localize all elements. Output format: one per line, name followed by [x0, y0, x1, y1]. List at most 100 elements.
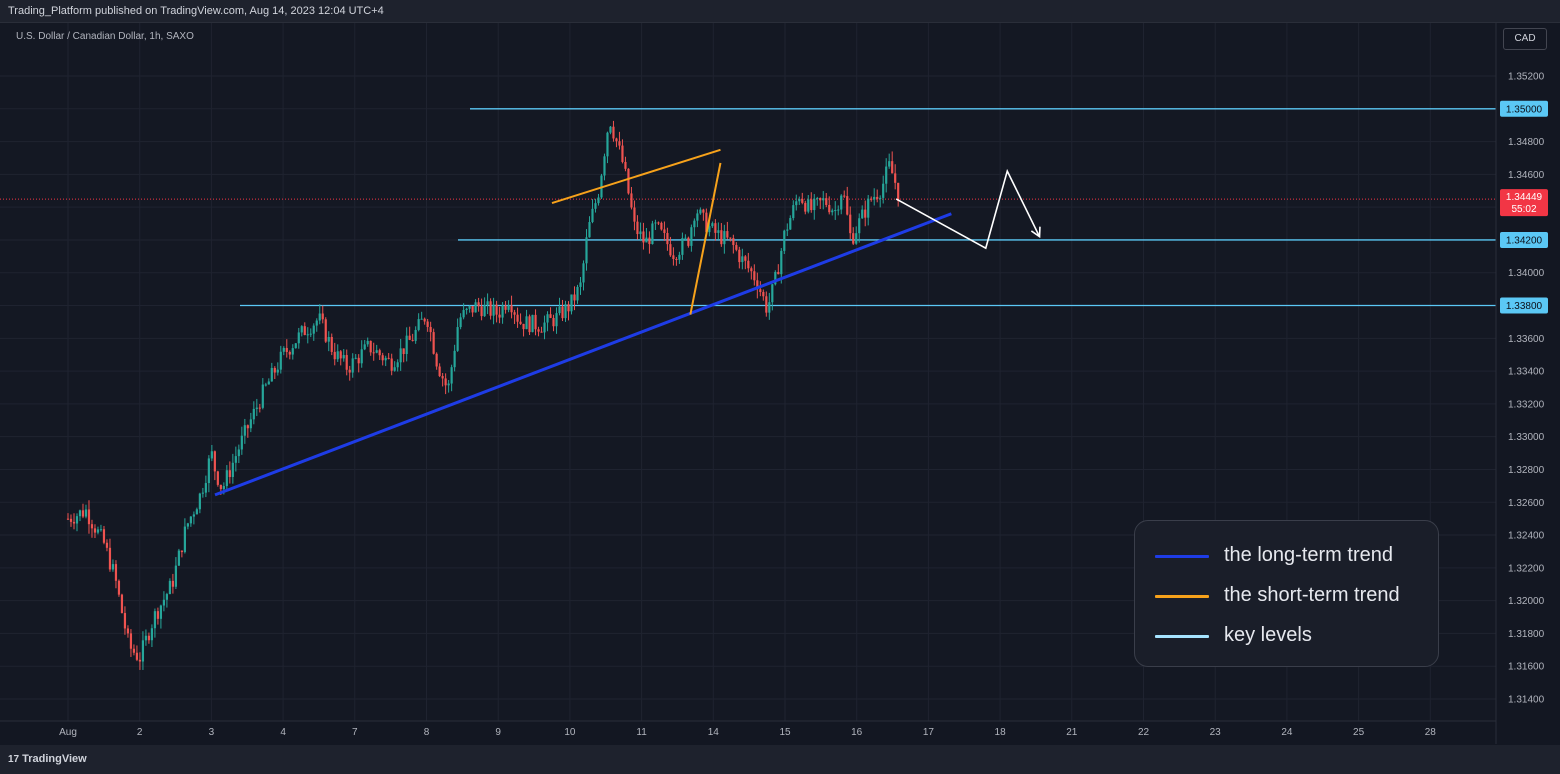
candle-body	[717, 230, 720, 233]
candle-body	[441, 376, 444, 379]
candle-body	[363, 344, 366, 350]
candle-body	[369, 340, 372, 353]
candle-body	[90, 524, 94, 529]
candle-body	[147, 635, 151, 641]
candle-body	[180, 550, 183, 553]
candle-body	[273, 367, 276, 373]
price-axis[interactable]: 1.31400 1.31600 1.31800 1.32000 1.32200 1.324…	[1495, 23, 1560, 744]
candle-body	[279, 351, 282, 370]
candle-body	[381, 355, 384, 361]
price-tick-label: 1.32800	[1508, 465, 1545, 476]
candle-body	[579, 282, 582, 287]
time-tick-label: 17	[923, 727, 935, 738]
candle-body	[609, 126, 612, 133]
candle-body	[891, 161, 894, 174]
time-tick-label: 24	[1281, 727, 1293, 738]
price-chart[interactable]: Aug 2 3 4 7 8 9 10 11 14 15 16 17 18 21 22 23 24 25 28 1.31…	[0, 23, 1560, 744]
legend-label-short-term: the short-term trend	[1224, 584, 1400, 606]
price-tick-label: 1.32600	[1508, 498, 1545, 509]
candle-body	[123, 613, 127, 629]
candle-body	[498, 314, 501, 318]
candle-body	[450, 367, 453, 384]
candle-body	[375, 350, 378, 353]
candle-body	[111, 564, 115, 570]
candle-body	[204, 483, 207, 493]
candle-body	[174, 565, 177, 587]
candle-body	[321, 313, 324, 320]
candle-body	[402, 348, 405, 355]
candle-body	[819, 198, 822, 201]
candle-body	[885, 166, 888, 184]
candle-body	[552, 317, 555, 327]
candle-body	[792, 205, 795, 219]
price-axis-background	[1496, 23, 1560, 744]
candle-body	[75, 516, 79, 524]
candle-body	[387, 357, 390, 359]
legend: the long-term trend the short-term trend…	[1134, 520, 1439, 667]
candle-body	[348, 369, 351, 373]
tradingview-logo[interactable]: 17 TradingView	[8, 753, 87, 765]
candle-body	[636, 221, 639, 235]
price-tick-label: 1.31800	[1508, 629, 1545, 640]
candle-body	[162, 599, 166, 606]
candle-body	[315, 320, 318, 326]
candle-body	[702, 209, 705, 213]
candle-body	[405, 335, 408, 355]
candle-body	[729, 237, 732, 239]
candle-body	[837, 209, 840, 211]
candle-body	[276, 369, 279, 373]
candle-body	[96, 529, 100, 533]
candle-body	[468, 306, 471, 309]
candle-body	[225, 470, 228, 487]
key-level-label-bg	[1500, 100, 1548, 117]
candle-body	[732, 238, 735, 246]
candle-body	[360, 349, 363, 364]
candle-body	[393, 367, 396, 371]
legend-swatch-long-term	[1155, 555, 1209, 558]
time-axis[interactable]: Aug 2 3 4 7 8 9 10 11 14 15 16 17 18 21 22 23 24 25 28	[0, 720, 1496, 744]
candle-body	[333, 351, 336, 360]
price-tick-label: 1.33200	[1508, 399, 1545, 410]
time-tick-label: 28	[1425, 727, 1437, 738]
tradingview-logo-text: TradingView	[22, 753, 87, 765]
chart-area[interactable]: U.S. Dollar / Canadian Dollar, 1h, SAXO …	[0, 23, 1560, 744]
candle-body	[624, 161, 627, 169]
candle-body	[384, 357, 387, 361]
currency-button[interactable]: CAD	[1503, 28, 1547, 50]
candle-body	[594, 203, 597, 209]
time-tick-label: 3	[209, 727, 215, 738]
candle-body	[129, 633, 133, 649]
candle-body	[648, 237, 651, 245]
candle-body	[459, 317, 462, 328]
candle-body	[453, 350, 456, 368]
candle-body	[588, 222, 591, 238]
long-term-trend-line	[214, 212, 952, 497]
candle-body	[138, 659, 142, 662]
candle-body	[768, 302, 771, 313]
candle-body	[840, 195, 843, 210]
candle-body	[309, 333, 312, 335]
candle-body	[651, 223, 654, 245]
candle-body	[810, 199, 813, 211]
time-tick-label: 10	[564, 727, 576, 738]
candle-body	[825, 198, 828, 205]
candle-body	[828, 204, 831, 213]
candle-body	[288, 351, 291, 355]
candle-body	[798, 198, 801, 202]
candle-body	[84, 509, 88, 517]
current-price-label: 1.34449	[1506, 192, 1543, 203]
candle-body	[357, 357, 360, 364]
candle-body	[597, 197, 600, 204]
candle-body	[318, 313, 321, 321]
legend-label-long-term: the long-term trend	[1224, 544, 1393, 566]
candle-body	[354, 357, 357, 359]
candle-body	[558, 306, 561, 314]
candle-body	[804, 202, 807, 212]
candle-body	[426, 321, 429, 327]
candle-body	[303, 326, 306, 335]
candle-body	[561, 306, 564, 319]
candle-body	[753, 271, 756, 281]
candle-body	[267, 381, 270, 385]
candle-body	[201, 492, 204, 494]
price-tick-label: 1.31600	[1508, 662, 1545, 673]
